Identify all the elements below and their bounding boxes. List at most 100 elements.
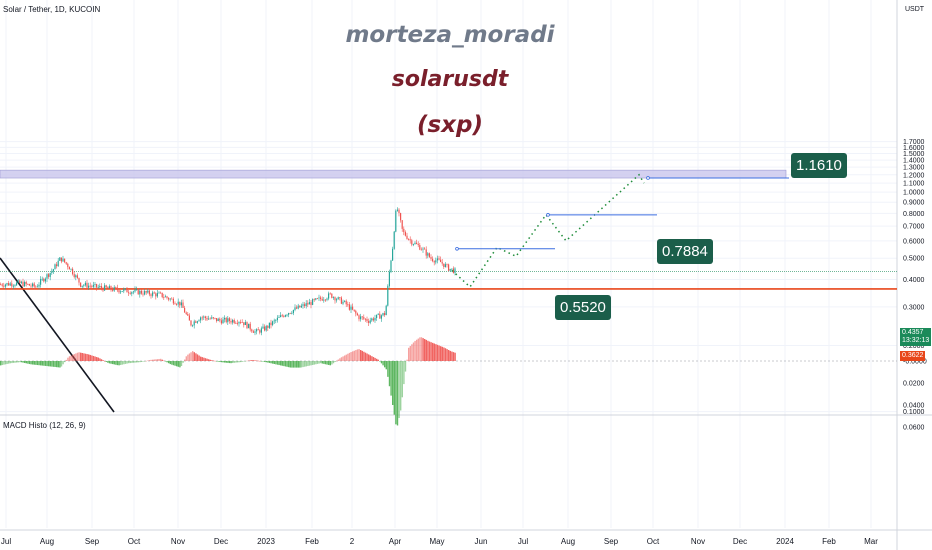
candle-body	[430, 257, 432, 259]
candle-body	[140, 290, 142, 294]
target-anchor-2	[546, 213, 550, 217]
symbol-title: Solar / Tether, 1D, KUCOIN	[3, 5, 101, 14]
candle-body	[32, 283, 34, 287]
candle-body	[148, 290, 150, 295]
macd-bar	[46, 361, 48, 367]
candle-body	[147, 290, 149, 293]
macd-bar	[160, 358, 162, 361]
macd-bar	[120, 361, 122, 365]
macd-bar	[217, 361, 219, 362]
candle-body	[291, 313, 293, 314]
candle-body	[433, 261, 435, 263]
candle-body	[310, 302, 312, 305]
candle-body	[134, 289, 136, 292]
candle-body	[448, 264, 450, 271]
candle-body	[139, 290, 141, 295]
macd-bar	[396, 361, 399, 426]
macd-bar	[59, 361, 61, 368]
candle-body	[156, 293, 158, 297]
candle-body	[252, 331, 254, 333]
time-axis-label: Sep	[85, 537, 100, 546]
macd-bar	[150, 359, 152, 361]
price-axis-label: 1.7000	[903, 139, 925, 146]
candle-body	[408, 238, 410, 240]
macd-bar	[38, 361, 40, 366]
candle-body	[384, 313, 386, 316]
macd-bar	[420, 337, 423, 361]
candle-body	[86, 282, 88, 288]
candle-body	[339, 297, 341, 299]
candle-body	[355, 310, 357, 314]
support-price-tag: 0.3622	[900, 351, 926, 361]
candle-body	[94, 284, 96, 285]
macd-bar	[377, 359, 379, 361]
candle-body	[337, 297, 339, 300]
macd-bar	[328, 361, 330, 365]
macd-bar	[144, 361, 146, 362]
macd-bar	[36, 361, 39, 366]
macd-bar	[169, 361, 171, 365]
macd-bar	[305, 361, 307, 367]
macd-bar	[211, 360, 213, 361]
macd-bar	[116, 361, 119, 366]
macd-bar	[224, 361, 226, 363]
time-axis-label: Aug	[40, 537, 54, 546]
macd-bar	[278, 361, 280, 366]
macd-bar	[28, 361, 31, 365]
candle-body	[211, 317, 213, 319]
candle-body	[371, 318, 373, 321]
time-axis-label: Mar	[864, 537, 878, 546]
candle-body	[49, 272, 51, 277]
candle-body	[440, 259, 442, 263]
macd-bar	[430, 342, 432, 361]
macd-bar	[72, 354, 74, 361]
macd-bar	[108, 361, 111, 364]
candle-body	[206, 317, 208, 320]
candle-body	[75, 275, 77, 278]
macd-bar	[123, 361, 125, 365]
macd-bar	[67, 357, 69, 361]
price-axis-label: 0.1000	[903, 409, 925, 416]
macd-bar	[184, 359, 186, 361]
macd-bar	[4, 361, 7, 365]
macd-bar	[380, 361, 383, 364]
candle-body	[169, 298, 171, 300]
macd-bar	[264, 361, 266, 362]
macd-bar	[86, 354, 88, 361]
candle-body	[72, 268, 74, 275]
candle-body	[43, 278, 45, 282]
trendline	[0, 257, 115, 413]
candle-body	[436, 258, 438, 261]
time-axis-label: Feb	[822, 537, 836, 546]
macd-bar	[260, 361, 263, 362]
candle-body	[113, 287, 115, 291]
candle-body	[52, 269, 54, 272]
candle-body	[145, 291, 147, 293]
candle-body	[284, 315, 286, 317]
current-price-tag: 0.4357 13:32:13	[900, 328, 932, 346]
macd-bar	[302, 361, 304, 368]
candle-body	[11, 283, 13, 287]
candle-body	[356, 313, 358, 316]
macd-bar	[152, 359, 154, 361]
candle-body	[118, 290, 120, 293]
candle-body	[363, 317, 365, 319]
candle-body	[353, 309, 355, 311]
candle-body	[185, 312, 187, 314]
macd-bar	[452, 352, 455, 361]
macd-bar	[446, 349, 448, 361]
macd-bar	[132, 361, 135, 363]
macd-bar	[188, 353, 191, 361]
macd-bar	[0, 361, 2, 366]
candle-body	[124, 288, 126, 290]
target-label-2: 0.7884	[657, 239, 713, 264]
candle-body	[44, 278, 46, 282]
macd-indicator-title[interactable]: MACD Histo (12, 26, 9)	[3, 421, 86, 430]
macd-bar	[6, 361, 8, 364]
candle-body	[104, 285, 106, 291]
candle-body	[180, 302, 182, 306]
macd-bar	[270, 361, 272, 364]
macd-bar	[376, 358, 378, 361]
price-axis-label: 1.3000	[903, 165, 925, 172]
